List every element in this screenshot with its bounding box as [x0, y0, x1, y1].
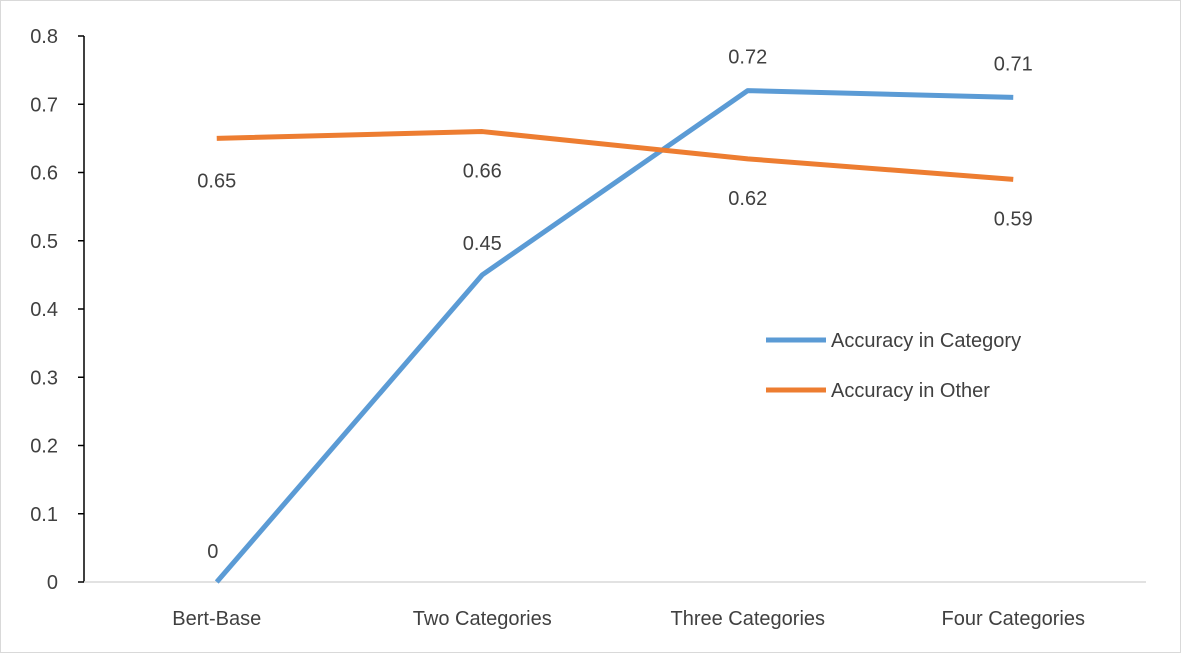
data-label: 0.72 — [728, 47, 767, 69]
y-tick-label: 0.1 — [30, 504, 58, 526]
series-line-1 — [214, 88, 1014, 584]
data-labels: 0 0.45 0.72 0.71 0.65 0.66 0.62 0.59 — [197, 47, 1032, 563]
y-tick-label: 0.7 — [30, 94, 58, 116]
y-tick-label: 0.2 — [30, 436, 58, 458]
axes: 0 0.1 0.2 0.3 0.4 0.5 0.6 0.7 0.8 Bert-Base Two Ca… — [30, 26, 1146, 630]
legend-label: Accuracy in Other — [831, 380, 990, 402]
y-tick-label: 0.8 — [30, 26, 58, 48]
data-label: 0.71 — [994, 53, 1033, 75]
y-tick-label: 0.4 — [30, 299, 58, 321]
data-label: 0.66 — [463, 161, 502, 183]
data-label: 0.65 — [197, 170, 236, 192]
data-label: 0.59 — [994, 208, 1033, 230]
data-label: 0.45 — [463, 233, 502, 255]
x-tick-label: Four Categories — [942, 608, 1085, 630]
y-tick-label: 0.6 — [30, 163, 58, 185]
x-tick-label: Bert-Base — [172, 608, 261, 630]
series-line-2 — [216, 129, 1014, 182]
legend-label: Accuracy in Category — [831, 330, 1021, 352]
data-label: 0.62 — [728, 188, 767, 210]
y-tick-label: 0.3 — [30, 367, 58, 389]
series-layer — [214, 88, 1014, 584]
data-label: 0 — [207, 541, 218, 563]
legend: Accuracy in Category Accuracy in Other — [766, 330, 1021, 402]
x-tick-label: Three Categories — [670, 608, 825, 630]
x-tick-label: Two Categories — [413, 608, 552, 630]
y-tick-label: 0.5 — [30, 231, 58, 253]
y-tick-label: 0 — [47, 572, 58, 594]
